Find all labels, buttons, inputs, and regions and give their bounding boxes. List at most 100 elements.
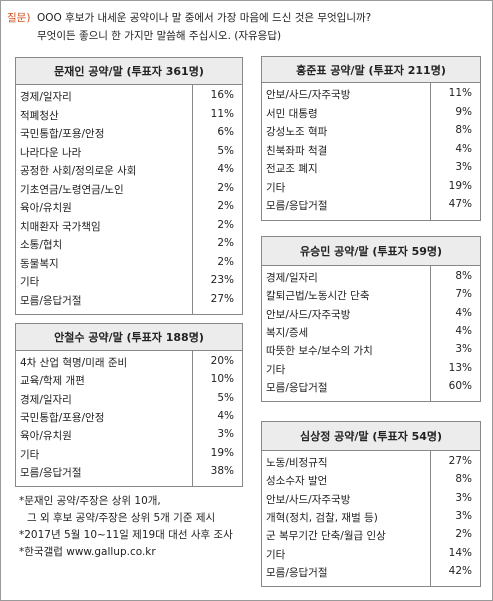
row-value: 2% <box>217 181 234 194</box>
row-label: 국민통합/포용/안정 <box>20 128 105 140</box>
row-label: 안보/사드/자주국방 <box>266 89 351 101</box>
row-label: 치매환자 국가책임 <box>20 220 101 233</box>
note: *2017년 5월 10~11일 제19대 대선 사후 조사 <box>19 529 233 541</box>
row-value: 27% <box>448 455 472 467</box>
row-label: 기타 <box>266 548 286 561</box>
row-label: 복지/증세 <box>266 326 309 339</box>
row-label: 모름/응답거절 <box>20 466 82 479</box>
table-title: 문재인 공약/말 (투표자 361명) <box>15 57 243 85</box>
table-body: 안보/사드/자주국방 11% 서민 대통령 9% 강성노조 혁파 8% 친북좌파 척결 4% 전… <box>261 83 481 221</box>
row-label: 모름/응답거절 <box>266 381 328 394</box>
column-divider <box>430 266 431 402</box>
row-value: 47% <box>448 198 472 210</box>
row-value: 4% <box>455 306 472 319</box>
row-label: 나라다운 나라 <box>20 146 82 159</box>
row-label: 강성노조 혁파 <box>266 126 328 138</box>
column-divider <box>430 83 431 220</box>
row-value: 4% <box>217 163 234 175</box>
row-value: 6% <box>217 126 234 138</box>
row-value: 3% <box>455 509 472 522</box>
row-label: 따뜻한 보수/보수의 가치 <box>266 345 373 358</box>
row-label: 소통/협치 <box>20 239 63 251</box>
row-value: 2% <box>455 528 472 541</box>
row-label: 경제/일자리 <box>266 272 318 284</box>
row-label: 교육/학제 개편 <box>20 375 85 388</box>
column-divider <box>192 351 193 487</box>
row-label: 동물복지 <box>20 257 59 270</box>
row-label: 군 복무기간 단축/월급 인상 <box>266 530 386 543</box>
row-label: 성소수자 발언 <box>266 475 328 488</box>
row-label: 모름/응답거절 <box>20 294 82 307</box>
column-divider <box>430 451 431 587</box>
row-value: 8% <box>455 473 472 486</box>
row-value: 10% <box>210 373 234 386</box>
question-line: OOO 후보가 내세운 공약이나 말 중에서 가장 마음에 드신 것은 무엇입니… <box>37 12 372 24</box>
row-label: 개혁(정치, 검찰, 재벌 등) <box>266 511 378 524</box>
row-value: 4% <box>217 409 234 422</box>
row-value: 23% <box>210 274 234 286</box>
table-title: 홍준표 공약/말 (투표자 211명) <box>261 56 481 83</box>
note: *한국갤럽 www.gallup.co.kr <box>19 546 156 558</box>
row-value: 19% <box>448 179 472 192</box>
row-label: 친북좌파 척결 <box>266 144 328 157</box>
row-value: 8% <box>455 270 472 282</box>
row-value: 13% <box>448 361 472 374</box>
row-value: 5% <box>217 391 234 404</box>
row-value: 20% <box>210 355 234 367</box>
row-value: 9% <box>455 105 472 118</box>
row-value: 8% <box>455 124 472 136</box>
row-label: 기타 <box>20 276 40 288</box>
row-label: 경제/일자리 <box>20 91 72 103</box>
row-label: 기타 <box>20 448 40 461</box>
row-label: 국민통합/포용/안정 <box>20 411 105 424</box>
row-value: 60% <box>448 379 472 392</box>
question-line: 무엇이든 좋으니 한 가지만 말씀해 주십시오. (자유응답) <box>37 30 282 42</box>
row-value: 42% <box>448 564 472 577</box>
row-value: 3% <box>455 491 472 504</box>
row-label: 모름/응답거절 <box>266 566 328 579</box>
row-value: 11% <box>210 107 234 120</box>
table-title: 유승민 공약/말 (투표자 59명) <box>261 236 481 266</box>
row-label: 육아/유치원 <box>20 430 72 443</box>
row-label: 기초연금/노령연금/노인 <box>20 183 124 196</box>
row-value: 7% <box>455 288 472 301</box>
row-value: 2% <box>217 218 234 231</box>
row-value: 38% <box>210 464 234 477</box>
row-label: 육아/유치원 <box>20 202 72 214</box>
row-value: 4% <box>455 324 472 337</box>
row-value: 14% <box>448 546 472 559</box>
column-divider <box>192 85 193 314</box>
row-value: 11% <box>448 87 472 99</box>
row-value: 16% <box>210 89 234 101</box>
row-label: 안보/사드/자주국방 <box>266 308 351 321</box>
row-label: 전교조 폐지 <box>266 163 318 175</box>
row-value: 27% <box>210 292 234 305</box>
row-value: 3% <box>455 161 472 173</box>
table-title: 안철수 공약/말 (투표자 188명) <box>15 323 243 351</box>
row-value: 2% <box>217 237 234 249</box>
row-label: 경제/일자리 <box>20 393 72 406</box>
table-body: 노동/비정규직 27% 성소수자 발언 8% 안보/사드/자주국방 3% 개혁(정치, 검찰… <box>261 451 481 588</box>
note: 그 외 후보 공약/주장은 상위 5개 기준 제시 <box>27 512 216 524</box>
row-label: 기타 <box>266 181 286 194</box>
row-value: 5% <box>217 144 234 157</box>
row-label: 기타 <box>266 363 286 376</box>
row-label: 4차 산업 혁명/미래 준비 <box>20 357 128 369</box>
row-label: 서민 대통령 <box>266 107 318 120</box>
question-label: 질문) <box>7 12 31 24</box>
row-value: 19% <box>210 446 234 459</box>
table-body: 경제/일자리 8% 칼퇴근법/노동시간 단축 7% 안보/사드/자주국방 4% 복지/증세 4… <box>261 266 481 403</box>
row-value: 4% <box>455 142 472 155</box>
row-value: 3% <box>217 428 234 441</box>
row-value: 2% <box>217 255 234 268</box>
row-label: 적폐청산 <box>20 109 59 122</box>
note: *문재인 공약/주장은 상위 10개, <box>19 495 161 507</box>
row-label: 노동/비정규직 <box>266 457 328 469</box>
table-body: 4차 산업 혁명/미래 준비 20% 교육/학제 개편 10% 경제/일자리 5% 국민통합… <box>15 351 243 488</box>
table-title: 심상정 공약/말 (투표자 54명) <box>261 421 481 451</box>
row-value: 2% <box>217 200 234 212</box>
row-value: 3% <box>455 343 472 356</box>
row-label: 공정한 사회/정의로운 사회 <box>20 165 137 177</box>
table-body: 경제/일자리 16% 적폐청산 11% 국민통합/포용/안정 6% 나라다운 나라 5% 공정한… <box>15 85 243 315</box>
